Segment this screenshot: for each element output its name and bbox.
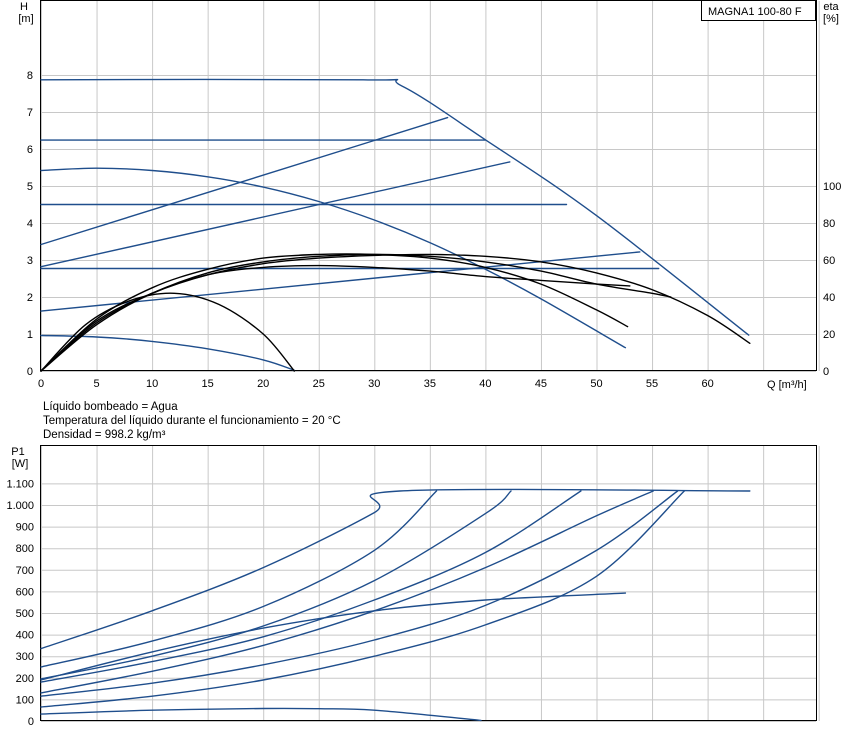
power-tick-label: 700 bbox=[16, 565, 34, 577]
x-tick-label: 60 bbox=[701, 378, 713, 390]
x-tick-label: 20 bbox=[257, 378, 269, 390]
power-tick-label: 900 bbox=[16, 522, 34, 534]
x-tick-label: 40 bbox=[479, 378, 491, 390]
head-tick-label: 5 bbox=[27, 181, 33, 193]
power-curve bbox=[40, 488, 751, 650]
eta-tick-label: 40 bbox=[823, 292, 835, 304]
power-curve bbox=[40, 707, 482, 722]
power-tick-label: 400 bbox=[16, 630, 34, 642]
info-temperature: Temperatura del líquido durante el funci… bbox=[43, 415, 341, 427]
flow-axis-label: Q [m³/h] bbox=[767, 379, 807, 391]
head-tick-label: 4 bbox=[27, 218, 33, 230]
x-tick-label: 45 bbox=[535, 378, 547, 390]
head-curve bbox=[40, 167, 627, 349]
power-chart-grid bbox=[41, 446, 820, 722]
model-label: MAGNA1 100-80 F bbox=[708, 6, 802, 18]
eta-axis-name: eta bbox=[823, 1, 839, 13]
power-tick-label: 500 bbox=[16, 608, 34, 620]
power-tick-label: 200 bbox=[16, 673, 34, 685]
head-axis-unit: [m] bbox=[18, 13, 33, 25]
power-tick-label: 300 bbox=[16, 651, 34, 663]
head-tick-label: 6 bbox=[27, 144, 33, 156]
head-tick-label: 3 bbox=[27, 255, 33, 267]
x-tick-label: 35 bbox=[424, 378, 436, 390]
x-tick-label: 15 bbox=[202, 378, 214, 390]
head-chart-frame bbox=[40, 0, 817, 371]
power-axis-name: P1 bbox=[11, 446, 24, 458]
head-curve bbox=[40, 334, 295, 371]
model-label-box bbox=[701, 0, 816, 21]
eta-tick-label: 20 bbox=[823, 329, 835, 341]
efficiency-curve bbox=[40, 253, 629, 372]
power-tick-label: 0 bbox=[28, 716, 34, 728]
info-liquid: Líquido bombeado = Agua bbox=[43, 401, 178, 413]
power-curve bbox=[40, 490, 512, 680]
power-tick-label: 100 bbox=[16, 694, 34, 706]
head-chart-ticks: 0 5 10 15 20 25 30 35 40 45 50 55 600123456780204060… bbox=[27, 70, 841, 390]
efficiency-curve bbox=[40, 292, 295, 372]
power-curve bbox=[40, 490, 679, 697]
x-tick-label: 25 bbox=[313, 378, 325, 390]
head-chart-grid bbox=[41, 1, 820, 372]
head-and-efficiency-curves bbox=[40, 78, 751, 372]
eta-tick-label: 100 bbox=[823, 181, 841, 193]
eta-axis-unit: [%] bbox=[823, 13, 839, 25]
power-curve bbox=[40, 592, 627, 681]
power-curves bbox=[40, 488, 751, 722]
eta-tick-label: 60 bbox=[823, 255, 835, 267]
power-tick-label: 1.000 bbox=[6, 500, 34, 512]
power-axis-unit: [W] bbox=[12, 458, 29, 470]
power-chart-frame bbox=[40, 445, 817, 721]
eta-tick-label: 0 bbox=[823, 366, 829, 378]
eta-tick-label: 80 bbox=[823, 218, 835, 230]
power-tick-label: 600 bbox=[16, 586, 34, 598]
efficiency-curve bbox=[40, 264, 631, 372]
power-curve bbox=[40, 490, 685, 708]
x-tick-label: 55 bbox=[646, 378, 658, 390]
x-tick-label: 0 bbox=[38, 378, 44, 390]
head-tick-label: 8 bbox=[27, 70, 33, 82]
x-tick-label: 5 bbox=[93, 378, 99, 390]
head-curve bbox=[40, 78, 750, 336]
head-curve bbox=[40, 116, 449, 246]
head-tick-label: 7 bbox=[27, 107, 33, 119]
head-tick-label: 0 bbox=[27, 366, 33, 378]
power-tick-label: 800 bbox=[16, 543, 34, 555]
head-curve bbox=[40, 161, 511, 268]
x-tick-label: 30 bbox=[368, 378, 380, 390]
power-tick-label: 1.100 bbox=[6, 478, 34, 490]
head-tick-label: 2 bbox=[27, 292, 33, 304]
power-curve bbox=[40, 490, 438, 668]
head-axis-name: H bbox=[20, 1, 28, 13]
head-tick-label: 1 bbox=[27, 329, 33, 341]
x-tick-label: 10 bbox=[146, 378, 158, 390]
info-density: Densidad = 998.2 kg/m³ bbox=[43, 429, 166, 441]
x-tick-label: 50 bbox=[590, 378, 602, 390]
power-chart-ticks: 0 100 200 300 400 500 600 700 800 900 1.000 1.100 bbox=[6, 478, 34, 728]
